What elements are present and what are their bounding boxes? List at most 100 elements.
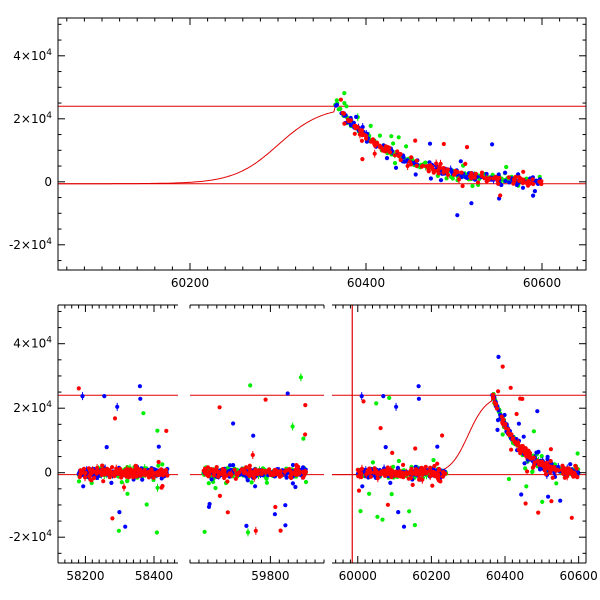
bottom-series-3-point [204,467,209,472]
bottom-series-1-point [530,469,535,474]
bottom-series-3-point [158,470,163,475]
bottom-series-2-point [495,427,500,432]
bottom-panel: 58200 58400 59800 60000 60200 60400 60600 -2×10… [9,304,598,583]
bottom-series-3-point [141,472,146,477]
bottom-series-1-point [374,401,379,406]
bottom-series-3-point [255,472,260,477]
bottom-series-3-point [244,465,249,470]
bottom-series-3-point [359,471,364,476]
top-series-3-point [342,121,347,126]
top-series-3-point [378,145,383,150]
bottom-series-3-point [401,471,406,476]
bottom-series-3-point [507,432,513,438]
bottom-series-3-point [436,472,441,477]
bottom-series-3-point [114,466,119,471]
top-series-3-point [414,163,419,168]
top-series-2-point [469,201,474,206]
top-series-2-point [507,180,512,185]
top-series-2-point [427,141,433,146]
bottom-series-3-point [82,475,88,480]
bottom-series-3-point [413,446,418,451]
top-series-3-point [396,153,401,158]
bottom-series-2-point [568,462,573,467]
bottom-series-3-point [436,478,441,483]
bottom-series-1-point [290,424,295,429]
bottom-series-2-point [285,391,290,396]
bottom-series-1-point [116,528,121,533]
bottom-series-3-point [368,474,373,479]
top-series-2-point [438,178,444,183]
bottom-series-2-point [109,480,114,485]
bottom-series-2-point [102,394,107,399]
top-series-1-point [336,107,341,112]
bottom-series-3-point [79,470,84,476]
bottom-series-3-point [88,473,93,478]
bottom-series-3-point [125,472,130,477]
bottom-series-3-point [260,468,265,473]
bottom-series-3-point [548,447,554,452]
top-series-3-point [493,174,498,179]
bottom-series-2-point [115,404,120,409]
bottom-series-3-point [390,469,395,475]
bottom-series-3-point [436,466,442,472]
top-series-3-point [398,157,403,163]
bottom-series-3-point [492,400,497,405]
top-series-3-point [361,132,366,137]
bottom-series-2-point [537,467,543,472]
bottom-series-2-point [117,509,122,515]
bottom-series-3-point [520,444,525,449]
top-series-1-point [392,161,398,166]
top-series-2-point [458,159,463,164]
top-series-3-point [413,138,418,143]
bottom-series-2-point [209,477,214,482]
bottom-series-3-point [494,406,499,411]
bottom-series-3-point [105,466,110,471]
top-frame [57,17,587,271]
bottom-series-2-point [516,421,522,426]
bottom-series-2-point [416,384,421,389]
bottom-series-2-point [496,354,501,359]
bottom-series-3-point [536,510,541,515]
bottom-series-3-point [543,472,549,477]
bottom-series-1-point [141,411,146,416]
bottom-series-3-point [547,466,552,471]
top-series-2-point [490,142,495,147]
bottom-series-3-point [253,528,258,533]
top-series-1-point [377,133,382,138]
bottom-series-3-point [253,467,258,472]
top-series-1-point [389,134,394,139]
bottom-series-3-point [100,463,105,468]
bottom-series-1-point [303,479,309,485]
bottom-series-3-point [268,470,273,475]
bottom-series-3-point [106,472,111,477]
top-series-3-point [353,123,358,128]
top-series-2-point [360,124,365,130]
bottom-series-1-point [524,484,529,489]
bottom-series-2-point [283,503,288,508]
bottom-model-curve [332,395,493,476]
bottom-series-3-point [432,463,437,469]
bottom-series-3-point [112,469,117,474]
bottom-series-3-point [256,468,261,473]
bottom-series-1-point [506,476,511,482]
top-series-3-point [539,181,544,187]
bottom-series-3-point [378,426,383,431]
bottom-series-3-point [134,474,139,479]
bottom-seg3-xtick-label: 60600 [560,569,598,583]
bottom-series-3-point [217,493,222,498]
bottom-series-3-point [440,474,445,479]
bottom-series-3-point [396,470,402,475]
bottom-series-2-point [138,396,143,401]
top-series-3-point [395,149,400,154]
bottom-series-2-point [416,396,421,401]
top-series-1-point [391,141,396,146]
top-series-3-point [445,172,451,177]
bottom-series-3-point [263,469,268,474]
bottom-series-3-point [120,470,125,475]
top-series-2-point [455,213,460,218]
bottom-segment-2-plot-area [190,373,324,537]
top-series-1-point [470,183,475,189]
bottom-series-3-point [375,476,380,481]
bottom-series-3-point [411,471,416,476]
bottom-series-2-point [137,384,142,389]
